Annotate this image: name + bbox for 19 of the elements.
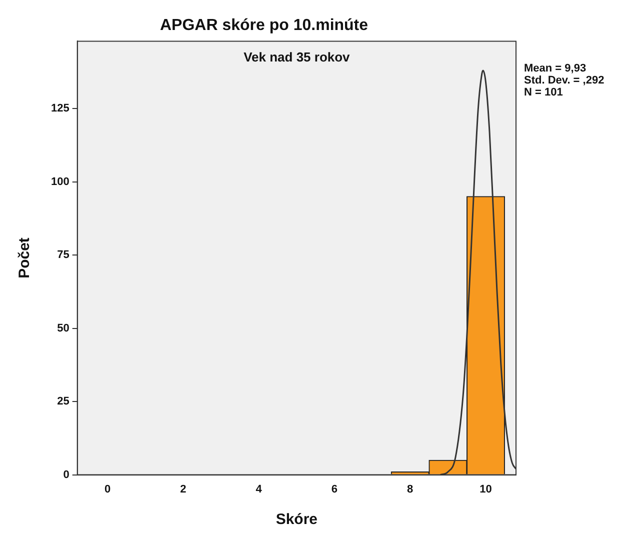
y-tick-label: 25 — [57, 396, 70, 408]
y-tick-label: 50 — [57, 322, 70, 334]
x-tick-label: 8 — [407, 483, 414, 496]
chart-title: APGAR skóre po 10.minúte — [160, 17, 368, 34]
y-tick-label: 125 — [50, 102, 70, 115]
y-tick-label: 75 — [57, 249, 70, 262]
text: Std. Dev. = ,292 — [524, 74, 604, 87]
y-tick-label: 0 — [63, 468, 70, 481]
x-tick-label: 6 — [331, 483, 338, 496]
x-axis-title: Skóre — [276, 511, 318, 528]
y-tick-label: 100 — [50, 176, 70, 188]
x-tick-label: 2 — [180, 483, 186, 496]
text: N = 101 — [524, 86, 563, 99]
y-axis-title: Počet — [16, 238, 34, 278]
x-tick-label: 4 — [256, 483, 263, 496]
text: Mean = 9,93 — [524, 62, 586, 75]
text: Vek nad 35 rokov — [244, 49, 351, 64]
x-tick-label: 0 — [104, 483, 111, 496]
x-tick-label: 10 — [480, 483, 492, 496]
